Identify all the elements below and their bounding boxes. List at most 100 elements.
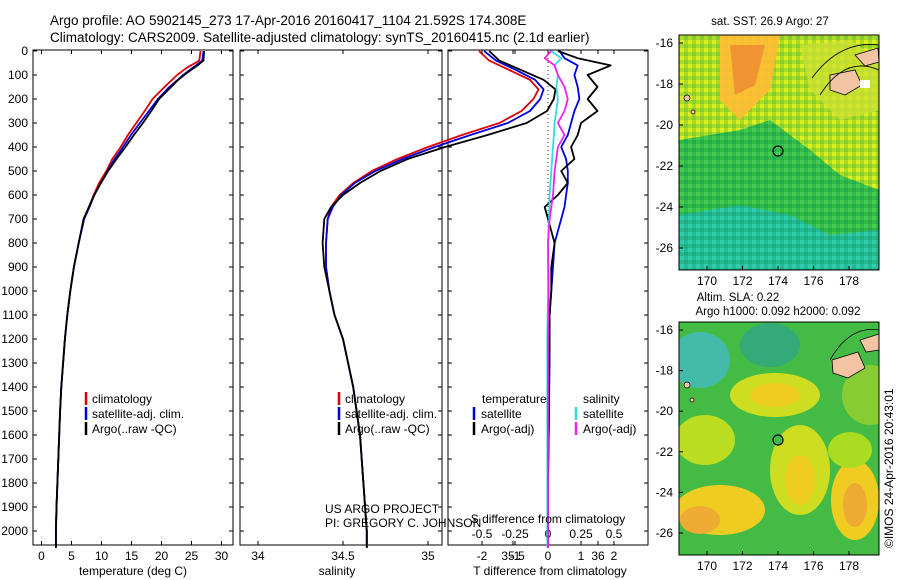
depth-tick-label: 500 <box>8 164 28 178</box>
series-line-climatology <box>325 50 540 548</box>
sla-lon-axis: 170 172 174 176 178 <box>697 551 859 573</box>
depth-tick-label: 400 <box>8 140 28 154</box>
series-line-temperature-satellite <box>547 50 581 548</box>
depth-tick-label: 900 <box>8 260 28 274</box>
depth-tick-label: 1500 <box>1 404 28 418</box>
legend-label-satellite: satellite-adj. clim. <box>92 407 184 421</box>
series-line-satellite-adj-clim- <box>55 50 205 548</box>
x-tick-label: 30 <box>215 549 229 563</box>
series-line-satellite-adj-clim- <box>325 50 545 548</box>
lon-tick-label: 176 <box>803 274 823 288</box>
sla-map-frame <box>678 321 880 556</box>
series-line-argo-raw-qc- <box>321 50 557 548</box>
temperature-series <box>55 50 205 548</box>
s-tick-label: -0.5 <box>472 527 493 541</box>
salinity-legend: climatology satellite-adj. clim. Argo(..… <box>337 392 437 436</box>
difference-xlabel-top: S difference from climatology <box>471 512 626 526</box>
s-tick-label: -0.25 <box>501 527 529 541</box>
legend-label-argo: Argo(..raw -QC) <box>92 422 177 436</box>
sla-map-title-1: Altim. SLA: 0.22 <box>697 292 779 304</box>
salinity-series <box>321 50 557 548</box>
salinity-x-axis: 34 34.5 35 35.5 36 <box>251 50 605 563</box>
sla-map <box>679 322 879 555</box>
difference-xlabel: T difference from climatology <box>473 564 627 578</box>
lon-tick-label: 170 <box>697 559 717 573</box>
depth-axis: 0 100 200 300 400 500 600 700 800 900 1000 1100 1200… <box>1 44 648 538</box>
depth-tick-label: 200 <box>8 92 28 106</box>
header-line-2: Climatology: CARS2009. Satellite-adjuste… <box>50 30 590 45</box>
x-tick-label: 25 <box>185 549 199 563</box>
imos-timestamp: ©IMOS 24-Apr-2016 20:43:01 <box>882 388 896 548</box>
depth-tick-label: 1600 <box>1 428 28 442</box>
temperature-x-axis: 0 5 10 15 20 25 30 <box>38 50 228 563</box>
x-tick-label: 0 <box>545 549 552 563</box>
difference-x-axis: -2 -1 0 1 2-0.5 -0.25 0 0.25 0.5 <box>472 50 623 563</box>
sst-lon-axis: 170 172 174 176 178 <box>697 266 859 288</box>
x-tick-label: 35 <box>421 549 435 563</box>
lon-tick-label: 170 <box>697 274 717 288</box>
depth-tick-label: 1300 <box>1 356 28 370</box>
x-tick-label: 36 <box>591 549 605 563</box>
depth-tick-label: 700 <box>8 212 28 226</box>
lat-tick-label: -24 <box>656 200 674 214</box>
temperature-xlabel: temperature (deg C) <box>79 564 187 578</box>
legend-label-t-satellite: satellite <box>481 407 522 421</box>
x-tick-label: 0 <box>38 549 45 563</box>
legend-label-s-satellite: satellite <box>583 407 624 421</box>
depth-tick-label: 1700 <box>1 452 28 466</box>
lon-tick-label: 178 <box>839 274 859 288</box>
series-line-climatology <box>55 50 202 548</box>
credit-pi: PI: GREGORY C. JOHNSON <box>325 516 481 530</box>
x-tick-label: -2 <box>477 549 488 563</box>
header-line-1: Argo profile: AO 5902145_273 17-Apr-2016… <box>50 13 526 28</box>
sst-map-frame <box>678 34 880 271</box>
difference-legend: temperature salinity satellite Argo(-adj… <box>472 392 636 436</box>
lat-tick-label: -22 <box>656 159 674 173</box>
lon-tick-label: 172 <box>732 559 752 573</box>
depth-tick-label: 100 <box>8 68 28 82</box>
depth-tick-label: 2000 <box>1 524 28 538</box>
sst-argo-location-marker <box>772 145 784 157</box>
lon-tick-label: 174 <box>768 274 788 288</box>
sst-map <box>679 35 879 270</box>
sst-lat-axis: -16 -18 -20 -22 -24 -26 <box>656 36 683 255</box>
lon-tick-label: 174 <box>768 559 788 573</box>
series-line-salinity-argo-adj- <box>543 50 569 548</box>
x-tick-label: 10 <box>95 549 109 563</box>
s-tick-label: 0.5 <box>606 527 623 541</box>
x-tick-label: 35.5 <box>501 549 525 563</box>
lat-tick-label: -18 <box>656 77 674 91</box>
depth-tick-label: 1100 <box>2 308 28 322</box>
legend-label-climatology: climatology <box>92 392 152 406</box>
lon-tick-label: 178 <box>839 559 859 573</box>
lat-tick-label: -22 <box>656 445 674 459</box>
legend-title-salinity: salinity <box>583 392 620 406</box>
depth-tick-label: 800 <box>8 236 28 250</box>
temperature-legend: climatology satellite-adj. clim. Argo(..… <box>84 392 184 436</box>
credit-project: US ARGO PROJECT <box>325 502 440 516</box>
series-line-argo-raw-qc- <box>55 50 205 548</box>
x-tick-label: 2 <box>611 549 618 563</box>
legend-label-s-argo: Argo(-adj) <box>583 422 636 436</box>
sla-map-title-2: Argo h1000: 0.092 h2000: 0.092 <box>696 306 861 318</box>
sla-argo-location-marker <box>772 434 784 446</box>
x-tick-label: 1 <box>578 549 585 563</box>
salinity-xlabel: salinity <box>319 564 356 578</box>
s-tick-label: 0.25 <box>569 527 593 541</box>
depth-tick-label: 600 <box>8 188 28 202</box>
sst-map-title: sat. SST: 26.9 Argo: 27 <box>711 16 829 28</box>
lat-tick-label: -20 <box>656 404 674 418</box>
temperature-plot-frame <box>32 49 234 546</box>
series-line-temperature-argo-adj- <box>543 50 612 548</box>
lat-tick-label: -24 <box>656 485 674 499</box>
lat-tick-label: -26 <box>656 526 674 540</box>
legend-label-climatology: climatology <box>345 392 405 406</box>
depth-tick-label: 1000 <box>1 284 28 298</box>
lat-tick-label: -16 <box>656 36 674 50</box>
lon-tick-label: 176 <box>803 559 823 573</box>
x-tick-label: -1 <box>510 549 521 563</box>
salinity-plot-frame <box>239 49 443 546</box>
lat-tick-label: -26 <box>656 241 674 255</box>
depth-tick-label: 1800 <box>1 476 28 490</box>
